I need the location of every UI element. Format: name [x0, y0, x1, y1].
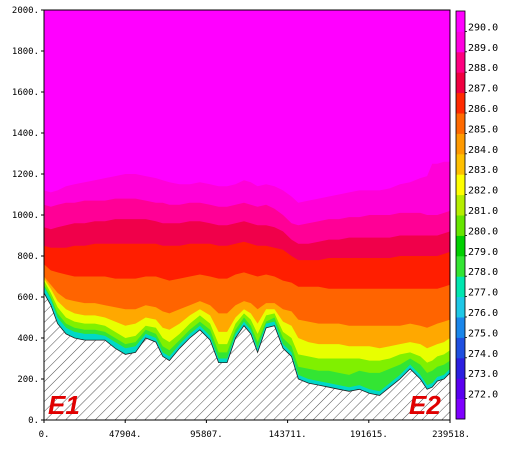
colorbar-swatch — [456, 276, 465, 298]
y-tick-label: 1200. — [12, 170, 39, 180]
colorbar-label: 280.0 — [468, 226, 498, 237]
colorbar-label: 282.0 — [468, 186, 498, 197]
colorbar-label: 290.0 — [468, 22, 498, 33]
colorbar-label: 277.0 — [468, 288, 498, 299]
y-tick-label: 1800. — [12, 47, 39, 57]
y-tick-label: 800. — [17, 252, 39, 262]
x-tick-label: 95807. — [190, 430, 223, 440]
y-tick-label: 0. — [28, 416, 39, 426]
colorbar-label: 278.0 — [468, 267, 498, 278]
y-tick-label: 2000. — [12, 6, 39, 16]
y-tick-label: 200. — [17, 375, 39, 385]
colorbar-swatch — [456, 31, 465, 53]
colorbar-swatch — [456, 174, 465, 196]
colorbar-swatch — [456, 133, 465, 155]
colorbar-label: 274.0 — [468, 349, 498, 360]
colorbar-swatch — [456, 357, 465, 379]
y-tick-label: 1600. — [12, 88, 39, 98]
colorbar: 272.0 273.0 274.0 275.0 276.0 277.0 278.0 279.0… — [455, 10, 498, 420]
colorbar-swatch — [456, 235, 465, 257]
colorbar-label: 273.0 — [468, 369, 498, 380]
corner-label-left: E1 — [48, 390, 80, 420]
colorbar-label: 286.0 — [468, 104, 498, 115]
colorbar-label: 287.0 — [468, 84, 498, 95]
colorbar-swatch — [456, 398, 465, 420]
colorbar-label: 281.0 — [468, 206, 498, 217]
colorbar-swatch — [456, 317, 465, 338]
x-tick-label: 239518. — [432, 430, 470, 440]
x-tick-label: 0. — [39, 430, 50, 440]
colorbar-label: 279.0 — [468, 247, 498, 258]
y-tick-label: 400. — [17, 334, 39, 344]
colorbar-swatch — [456, 296, 465, 318]
colorbar-swatch — [456, 113, 465, 134]
colorbar-swatch — [456, 72, 465, 94]
colorbar-swatch — [456, 92, 465, 114]
y-tick-label: 600. — [17, 293, 39, 303]
colorbar-label: 275.0 — [468, 328, 498, 339]
colorbar-swatch — [456, 51, 465, 73]
y-tick-label: 1000. — [12, 211, 39, 221]
x-tick-label: 47904. — [109, 430, 142, 440]
x-tick-label: 191615. — [350, 430, 388, 440]
colorbar-label: 288.0 — [468, 63, 498, 74]
theta-fill-layer — [44, 161, 450, 420]
colorbar-label: 284.0 — [468, 145, 498, 156]
corner-label-right: E2 — [409, 390, 441, 420]
colorbar-swatch — [456, 153, 465, 175]
x-tick-label: 143711. — [269, 430, 307, 440]
colorbar-label: 289.0 — [468, 43, 498, 54]
colorbar-swatch — [456, 337, 465, 359]
colorbar-swatch — [456, 11, 465, 32]
colorbar-swatch — [456, 215, 465, 236]
axis-layer: 0. 200. 400. 600. 800. 1000. 1200. 1400. 1600. 18… — [12, 6, 470, 440]
colorbar-swatch — [456, 255, 465, 277]
terrain-area — [44, 292, 450, 420]
colorbar-swatch — [456, 378, 465, 400]
colorbar-label: 283.0 — [468, 165, 498, 176]
colorbar-label: 276.0 — [468, 308, 498, 319]
colorbar-label: 285.0 — [468, 124, 498, 135]
colorbar-swatch — [456, 194, 465, 216]
y-tick-label: 1400. — [12, 129, 39, 139]
colorbar-label: 272.0 — [468, 390, 498, 401]
